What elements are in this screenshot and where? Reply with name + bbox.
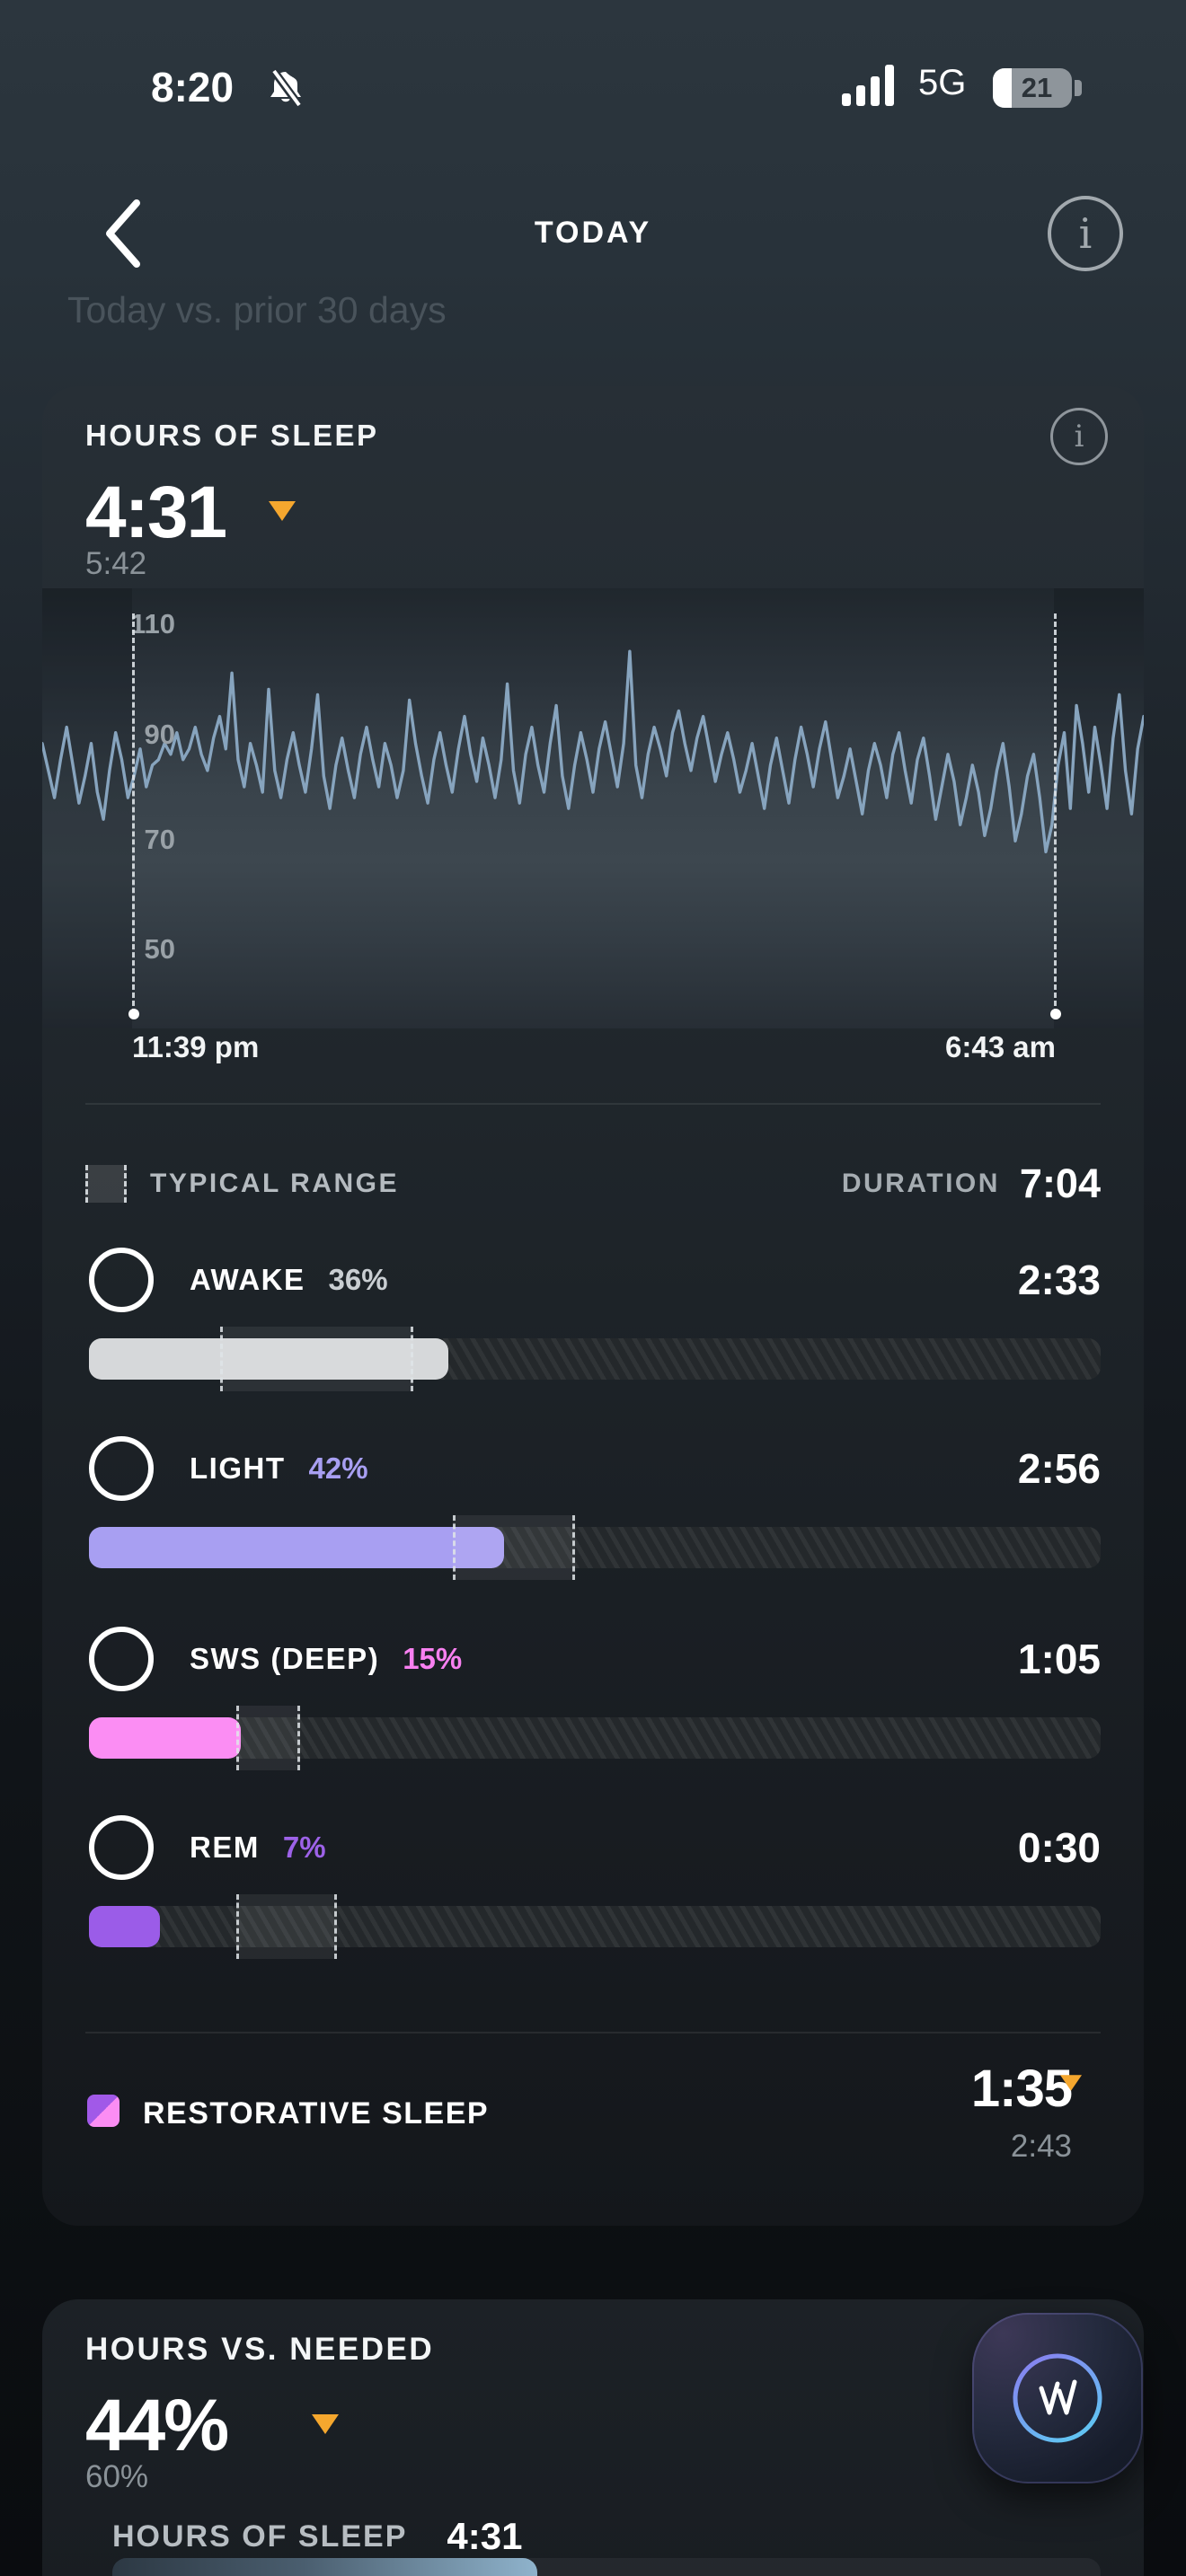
needed-bar-track xyxy=(112,2558,1101,2576)
pre-sleep-dim xyxy=(42,588,132,1028)
battery-nub xyxy=(1075,80,1082,96)
divider xyxy=(85,2032,1101,2033)
heart-rate-line xyxy=(42,649,1144,854)
sleep-start-time: 11:39 pm xyxy=(132,1030,260,1063)
y-tick: 50 xyxy=(144,933,175,965)
whoop-w-icon xyxy=(1013,2353,1102,2443)
battery-icon: 21 xyxy=(993,68,1072,108)
stage-duration: 2:33 xyxy=(1017,1257,1101,1303)
radio-circle-icon[interactable] xyxy=(89,1627,154,1691)
network-type: 5G xyxy=(918,63,967,102)
typical-range-band xyxy=(453,1515,575,1580)
trend-down-icon xyxy=(1060,2075,1082,2091)
divider xyxy=(85,1103,1101,1105)
header-info-button[interactable]: i xyxy=(1048,196,1123,271)
legend-row: TYPICAL RANGE DURATION 7:04 xyxy=(85,1160,1101,1206)
status-bar: 8:20 5G 21 xyxy=(0,0,1186,135)
restorative-comparison: 2:43 xyxy=(1010,2129,1072,2164)
stage-duration: 0:30 xyxy=(1017,1824,1101,1871)
sleep-end-marker xyxy=(1049,613,1061,1019)
stage-label: LIGHT xyxy=(190,1451,286,1485)
restorative-label: RESTORATIVE SLEEP xyxy=(143,2096,490,2130)
typical-range-swatch xyxy=(85,1165,127,1203)
y-tick: 110 xyxy=(129,608,175,640)
info-icon: i xyxy=(1078,209,1093,258)
restorative-sleep-row: RESTORATIVE SLEEP 1:35 2:43 xyxy=(85,2059,1101,2202)
stage-percent: 7% xyxy=(282,1831,326,1864)
needed-percent-value: 44% xyxy=(85,2385,229,2466)
back-button[interactable] xyxy=(97,196,151,271)
y-tick: 90 xyxy=(144,719,175,750)
stage-label: REM xyxy=(190,1831,260,1864)
stage-percent: 15% xyxy=(403,1642,463,1675)
stage-percent: 42% xyxy=(308,1451,368,1485)
typical-range-label: TYPICAL RANGE xyxy=(150,1169,399,1198)
stage-label: AWAKE xyxy=(190,1263,305,1296)
radio-circle-icon[interactable] xyxy=(89,1436,154,1501)
radio-circle-icon[interactable] xyxy=(89,1815,154,1880)
heart-rate-chart[interactable]: 110 90 70 50 11:39 pm 6:43 am xyxy=(42,588,1144,1063)
stage-row-sws-deep: SWS (DEEP) 15% 1:05 xyxy=(85,1626,1101,1814)
stage-percent: 36% xyxy=(328,1263,388,1296)
needed-row-value: 4:31 xyxy=(447,2515,523,2557)
stage-bar-fill xyxy=(89,1717,241,1759)
sleep-duration-value: 4:31 xyxy=(85,472,227,553)
trend-down-icon xyxy=(269,501,296,521)
chart-background xyxy=(42,588,1144,1028)
duration-value: 7:04 xyxy=(1019,1160,1101,1206)
typical-range-band xyxy=(236,1706,300,1770)
stage-label: SWS (DEEP) xyxy=(190,1642,380,1675)
sleep-duration-comparison: 5:42 xyxy=(85,546,147,581)
info-icon: i xyxy=(1074,419,1084,454)
page-title: TODAY xyxy=(534,216,652,250)
card-title: HOURS VS. NEEDED xyxy=(85,2332,435,2367)
typical-range-band xyxy=(220,1327,413,1391)
card-title: HOURS OF SLEEP xyxy=(85,419,379,452)
notifications-off-icon xyxy=(270,68,302,107)
stage-bar-track xyxy=(89,1906,1101,1947)
needed-bar-fill xyxy=(112,2558,537,2576)
restorative-swatch-icon xyxy=(87,2095,119,2127)
y-tick: 70 xyxy=(144,824,175,855)
needed-row-label: HOURS OF SLEEP xyxy=(112,2519,408,2554)
stage-duration: 1:05 xyxy=(1017,1636,1101,1682)
duration-label: DURATION xyxy=(841,1169,1000,1198)
typical-range-band xyxy=(236,1894,338,1959)
radio-circle-icon[interactable] xyxy=(89,1248,154,1312)
sleep-end-time: 6:43 am xyxy=(945,1030,1056,1063)
sleep-info-button[interactable]: i xyxy=(1050,408,1108,465)
scrolled-subtitle: Today vs. prior 30 days xyxy=(67,289,447,331)
stage-row-light: LIGHT 42% 2:56 xyxy=(85,1435,1101,1624)
trend-down-icon xyxy=(312,2414,339,2434)
sleep-start-marker xyxy=(128,613,140,1019)
clock: 8:20 xyxy=(151,64,235,110)
stage-row-awake: AWAKE 36% 2:33 xyxy=(85,1247,1101,1435)
battery-percent: 21 xyxy=(1021,72,1053,103)
stage-duration: 2:56 xyxy=(1017,1445,1101,1492)
hours-vs-needed-card: i HOURS VS. NEEDED 44% 60% HOURS OF SLEE… xyxy=(42,2299,1144,2576)
needed-comparison: 60% xyxy=(85,2459,149,2494)
stage-bar-fill xyxy=(89,1906,160,1947)
stage-bar-fill xyxy=(89,1527,504,1568)
stage-row-rem: REM 7% 0:30 xyxy=(85,1814,1101,2003)
restorative-value: 1:35 xyxy=(971,2059,1082,2119)
coach-button[interactable] xyxy=(972,2313,1143,2483)
stage-bar-fill xyxy=(89,1338,448,1380)
hours-of-sleep-card: HOURS OF SLEEP i 4:31 5:42 110 90 70 50 … xyxy=(42,386,1144,2226)
cellular-signal-icon xyxy=(842,65,903,106)
stage-bar-track xyxy=(89,1717,1101,1759)
